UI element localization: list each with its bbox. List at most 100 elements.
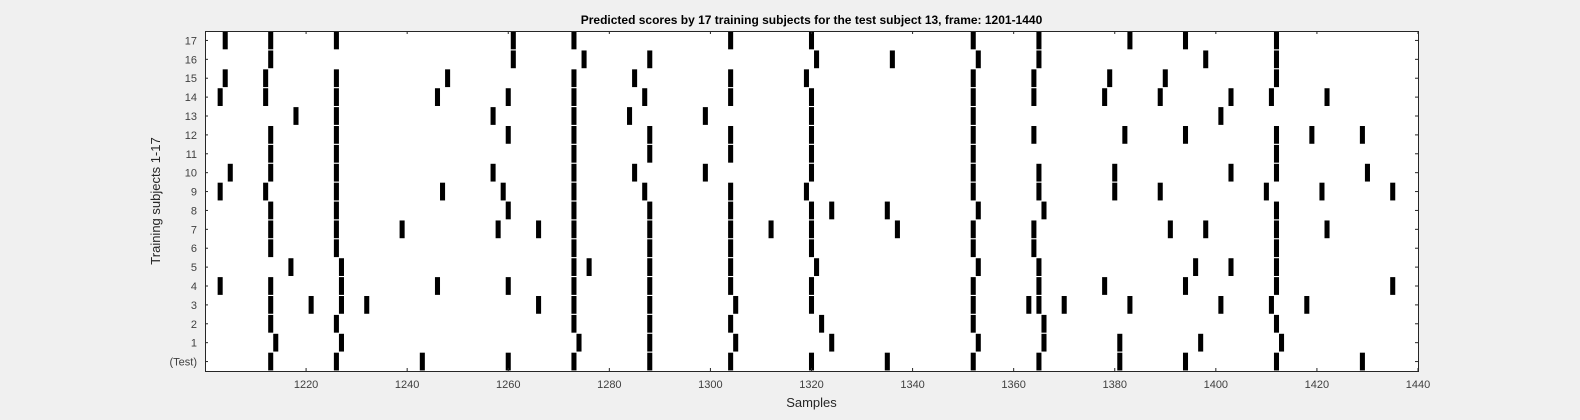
score-mark — [970, 352, 976, 371]
score-mark — [268, 220, 274, 239]
x-tick-label: 1320 — [799, 379, 823, 391]
score-mark — [1218, 296, 1224, 314]
score-mark — [571, 277, 577, 295]
y-tick-label: 10 — [185, 168, 197, 180]
score-mark — [571, 201, 577, 220]
score-mark — [1203, 50, 1209, 69]
score-mark — [728, 31, 734, 50]
score-mark — [814, 258, 820, 276]
score-mark — [273, 333, 279, 352]
score-mark — [263, 69, 269, 88]
score-mark — [1112, 163, 1118, 182]
score-mark — [308, 296, 314, 314]
score-mark — [217, 277, 223, 295]
score-mark — [571, 296, 577, 314]
x-axis-label: Samples — [786, 395, 837, 410]
score-mark — [333, 220, 339, 239]
score-mark — [728, 239, 734, 258]
score-mark — [333, 69, 339, 88]
score-mark — [263, 182, 269, 201]
x-tick-label: 1340 — [900, 379, 924, 391]
score-mark — [571, 182, 577, 201]
score-mark — [829, 201, 835, 220]
score-mark — [970, 296, 976, 314]
score-mark — [571, 163, 577, 182]
score-mark — [728, 352, 734, 371]
score-mark — [808, 239, 815, 258]
score-mark — [1273, 50, 1280, 69]
score-mark — [808, 352, 815, 371]
score-mark — [970, 31, 976, 50]
score-mark — [975, 258, 981, 276]
score-mark — [576, 333, 582, 352]
score-mark — [333, 126, 339, 144]
score-mark — [268, 239, 274, 258]
score-mark — [808, 296, 815, 314]
score-mark — [222, 31, 228, 50]
score-mark — [768, 220, 774, 239]
score-mark — [1061, 296, 1067, 314]
y-tick-label: 14 — [185, 92, 197, 104]
x-tick-label: 1280 — [597, 379, 621, 391]
score-mark — [268, 296, 274, 314]
score-mark — [581, 50, 587, 69]
score-mark — [500, 182, 506, 201]
score-mark — [333, 182, 339, 201]
score-mark — [894, 220, 900, 239]
x-tick-label: 1400 — [1204, 379, 1228, 391]
score-mark — [1359, 352, 1365, 371]
ticks-layer: 1220 1240 1260 1280 1300 1320 1340 1360 1380 1400… — [170, 31, 1430, 391]
score-mark — [505, 352, 511, 371]
score-mark — [1117, 352, 1123, 371]
y-tick-label: 9 — [191, 187, 197, 199]
score-mark — [808, 201, 815, 220]
score-mark — [268, 126, 274, 144]
score-mark — [505, 201, 511, 220]
score-mark — [364, 296, 370, 314]
score-mark — [268, 163, 274, 182]
score-mark — [1273, 277, 1280, 295]
plot-area — [205, 31, 1418, 371]
score-mark — [733, 333, 739, 352]
y-tick-label: 13 — [185, 111, 197, 123]
score-mark — [495, 220, 501, 239]
score-mark — [647, 50, 653, 69]
x-tick-label: 1260 — [496, 379, 520, 391]
score-mark — [970, 88, 976, 106]
score-mark — [1031, 239, 1037, 258]
score-mark — [803, 69, 809, 88]
score-mark — [808, 220, 815, 239]
y-tick-label: 5 — [191, 262, 197, 274]
score-mark — [1228, 163, 1234, 182]
score-mark — [647, 277, 653, 295]
score-mark — [1304, 296, 1310, 314]
score-mark — [510, 31, 516, 50]
score-mark — [1182, 352, 1189, 371]
score-mark — [642, 88, 648, 106]
score-mark — [333, 31, 339, 50]
score-mark — [1026, 296, 1032, 314]
y-tick-label: 8 — [191, 205, 197, 217]
score-mark — [632, 69, 638, 88]
score-mark — [1031, 220, 1037, 239]
y-tick-label: 2 — [191, 319, 197, 331]
score-mark — [975, 333, 981, 352]
score-mark — [970, 239, 976, 258]
score-mark — [889, 50, 895, 69]
y-tick-label: 4 — [191, 281, 197, 293]
score-mark — [1268, 88, 1274, 106]
score-mark — [647, 220, 653, 239]
score-mark — [642, 182, 648, 201]
score-mark — [970, 277, 976, 295]
score-mark — [819, 314, 825, 333]
score-mark — [338, 333, 344, 352]
score-mark — [1102, 277, 1108, 295]
score-mark — [733, 296, 739, 314]
score-mark — [333, 352, 339, 371]
score-mark — [333, 239, 339, 258]
score-mark — [970, 220, 976, 239]
score-mark — [333, 144, 339, 163]
plot-frame — [205, 31, 1419, 372]
score-mark — [419, 352, 425, 371]
y-tick-label: 7 — [191, 224, 197, 236]
